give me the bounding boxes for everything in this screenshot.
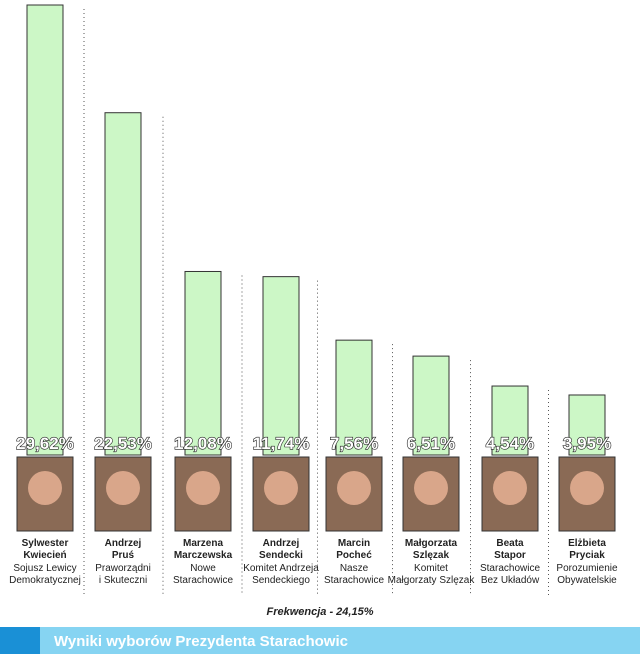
photo-face	[264, 471, 298, 505]
committee: Porozumienie Obywatelskie	[556, 563, 618, 586]
photo-face	[337, 471, 371, 505]
value-label: 22,53%	[94, 434, 152, 453]
value-label: 3,95%	[563, 434, 611, 453]
value-label: 12,08%	[174, 434, 232, 453]
turnout-note: Frekwencja - 24,15%	[266, 606, 374, 618]
value-label: 29,62%	[16, 434, 74, 453]
value-label: 7,56%	[330, 434, 378, 453]
photo-face	[414, 471, 448, 505]
chart-title: Wyniki wyborów Prezydenta Starachowic	[54, 633, 348, 650]
bar	[184, 270, 222, 456]
candidate-name: Beata Stapor	[494, 538, 526, 561]
photo-face	[570, 471, 604, 505]
bar	[104, 112, 142, 456]
chart: 29,62% 22,53% 12,08% 11,74% 7,56% 6,51% 4,54% 3…	[16, 4, 616, 595]
committee: Komitet Andrzeja Sendeckiego	[243, 563, 319, 586]
value-label: 4,54%	[486, 434, 534, 453]
title-band: Wyniki wyborów Prezydenta Starachowic	[0, 627, 640, 654]
candidate-name: Małgorzata Szlęzak	[404, 538, 458, 561]
candidate-name: Andrzej Sendecki	[259, 538, 303, 561]
committee: Sojusz Lewicy Demokratycznej	[9, 563, 81, 586]
committee: Nowe Starachowice	[172, 563, 234, 586]
committee: Praworządni i Skuteczni	[95, 563, 151, 586]
candidate-name: Marcin Pocheć	[336, 538, 372, 561]
value-label: 11,74%	[253, 434, 310, 453]
bar	[491, 385, 529, 456]
photo-face	[106, 471, 140, 505]
committee: Komitet Małgorzaty Szlęzak	[387, 563, 475, 586]
photo-face	[186, 471, 220, 505]
candidate-name: Sylwester Kwiecień	[21, 538, 69, 561]
value-label: 6,51%	[407, 434, 455, 453]
candidate-name: Marzena Marczewska	[173, 538, 233, 561]
bar	[412, 355, 450, 456]
title-accent	[0, 627, 40, 654]
candidate-name: Elżbieta Pryciak	[568, 538, 606, 561]
bar	[335, 339, 373, 456]
bar	[568, 394, 606, 456]
committee: Starachowice Bez Układów	[479, 563, 541, 586]
bar	[26, 4, 64, 456]
photo-face	[28, 471, 62, 505]
photo-face	[493, 471, 527, 505]
photo	[174, 456, 232, 532]
bar	[262, 276, 300, 456]
candidate-name: Andrzej Pruś	[104, 538, 142, 561]
committee: Nasze Starachowice	[323, 563, 385, 586]
